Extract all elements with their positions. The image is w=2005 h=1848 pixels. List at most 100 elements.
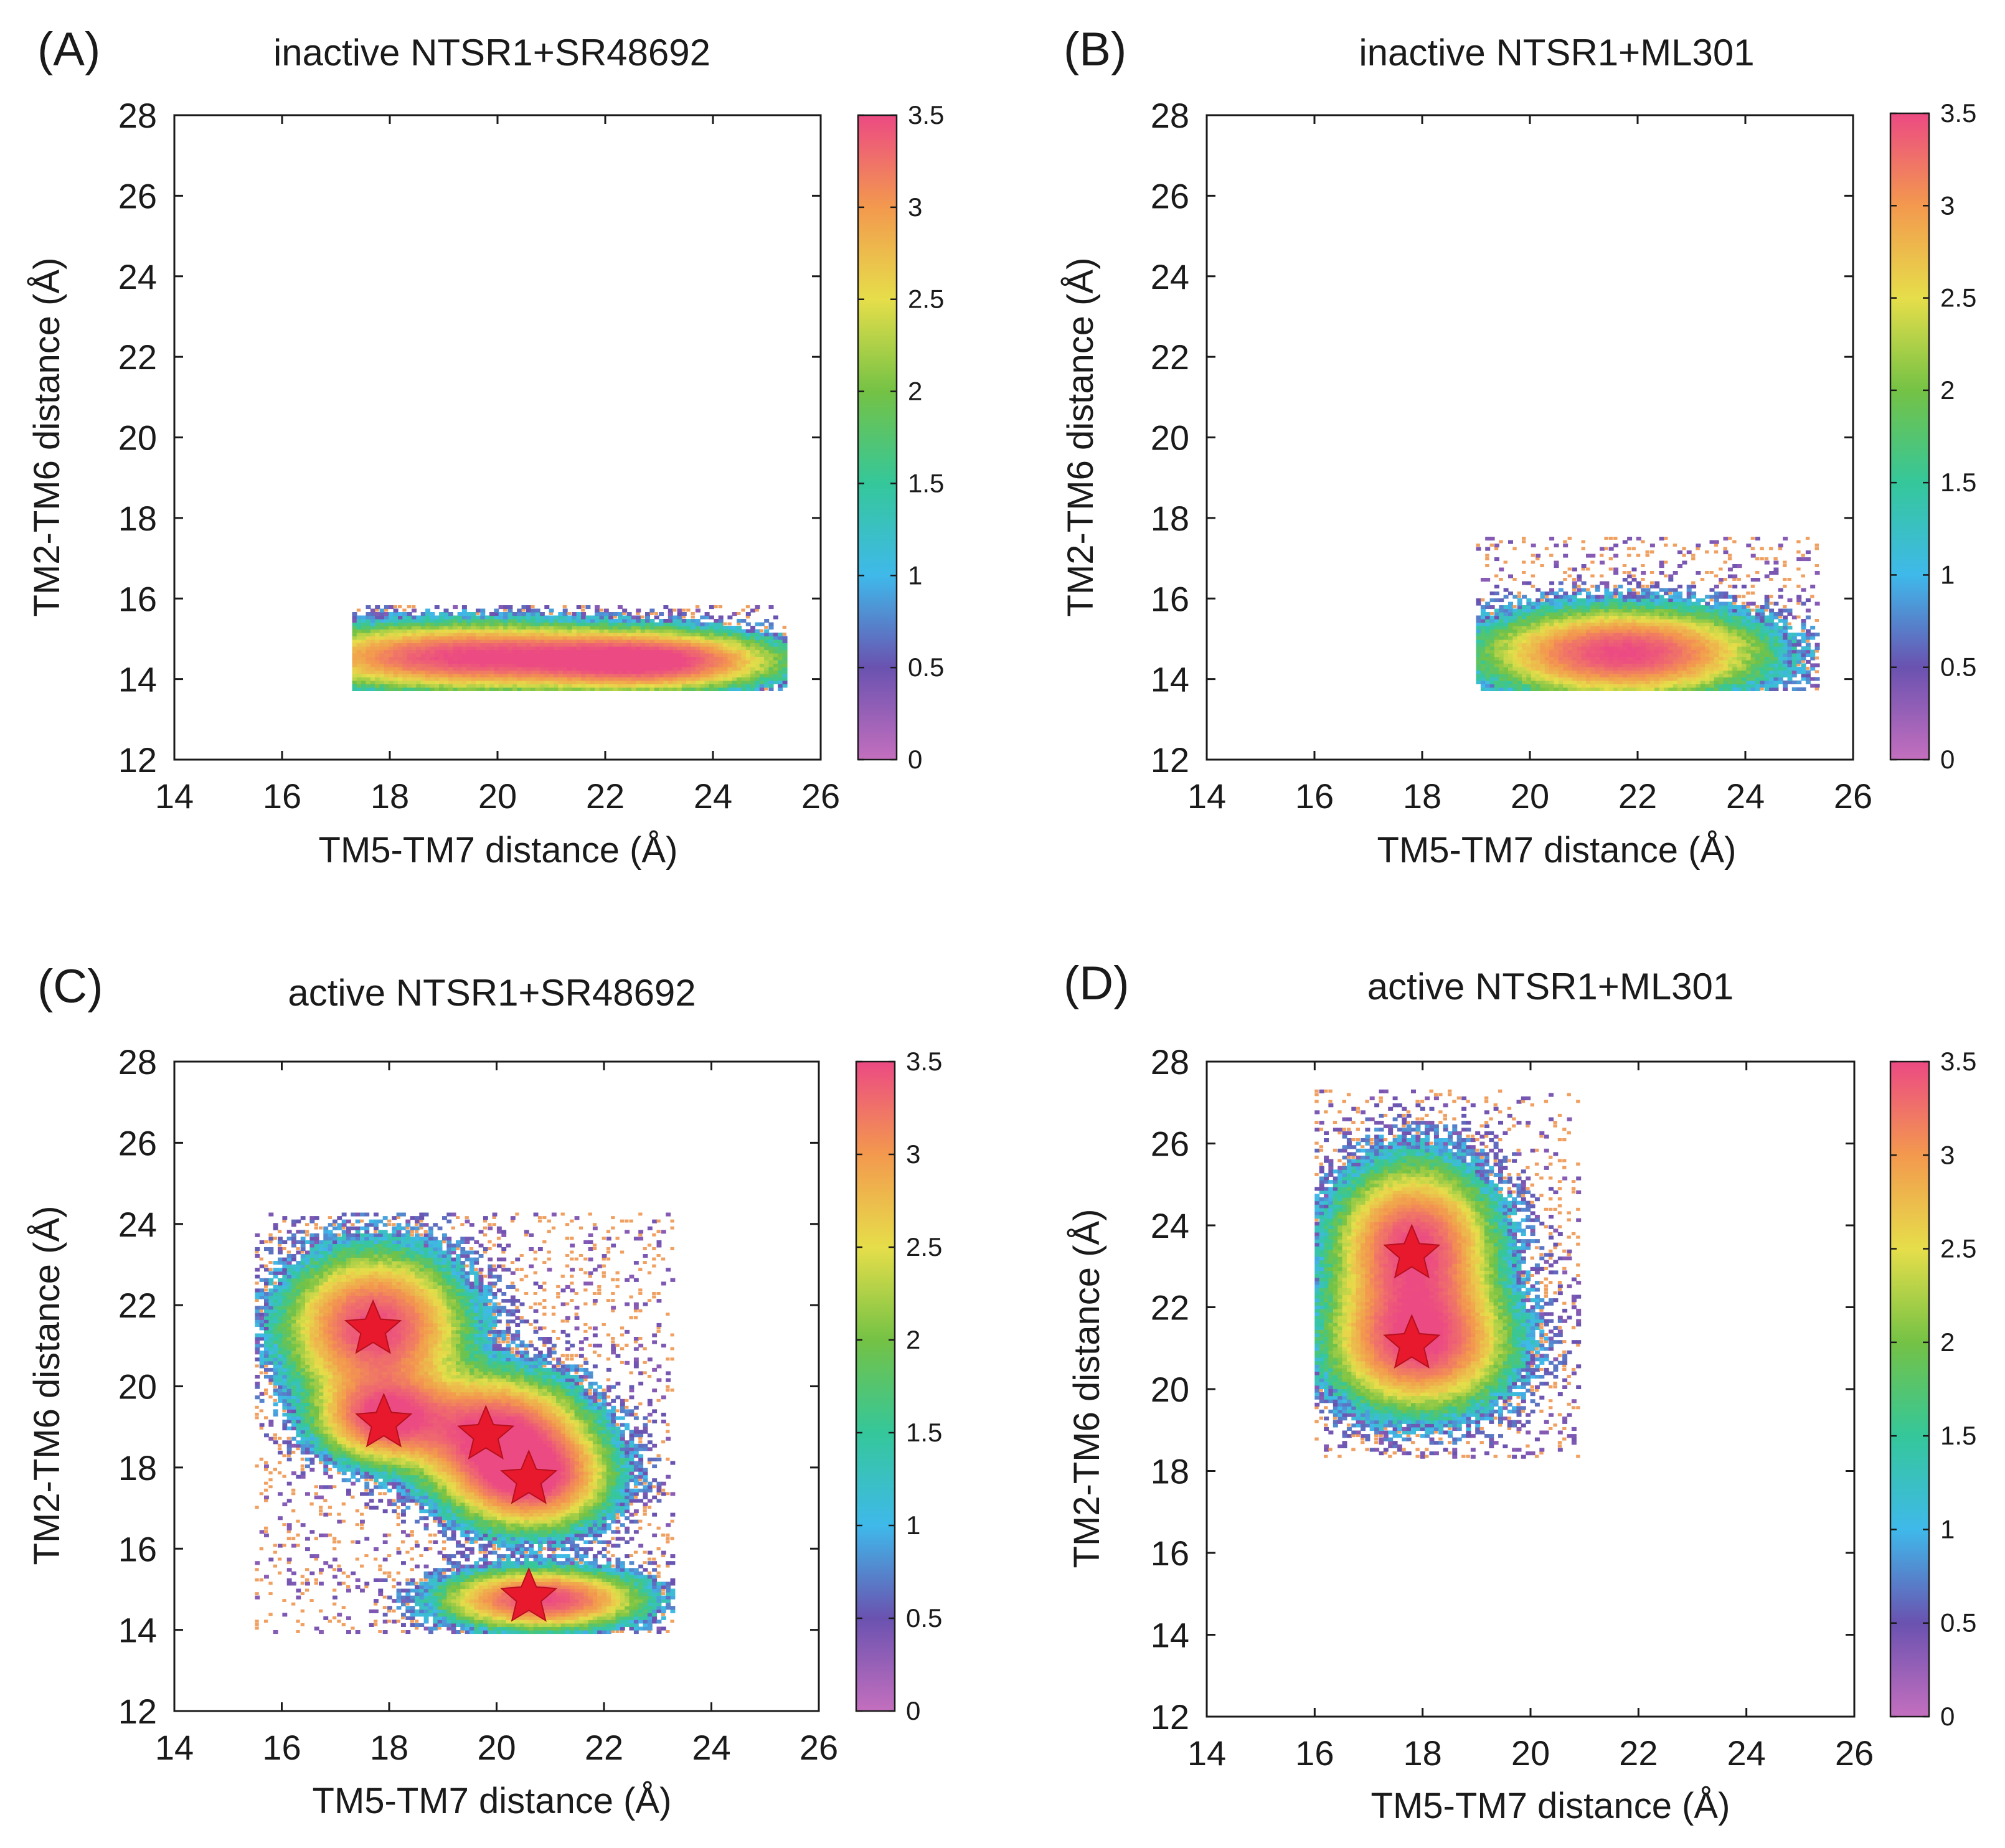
heatmap-cell [1577,578,1582,582]
heatmap-cell [507,616,512,620]
heatmap-cell [622,626,627,629]
heatmap-cell [1600,656,1605,660]
heatmap-cell [444,609,449,613]
heatmap-cell [1783,663,1788,667]
heatmap-cell [778,643,783,647]
heatmap-cell [618,623,623,626]
heatmap-cell [1549,619,1554,623]
heatmap-cell [755,609,759,612]
heatmap-cell [268,1278,273,1282]
heatmap-cell [1778,670,1783,674]
heatmap-cell [380,687,385,691]
heatmap-cell [1586,605,1591,609]
heatmap-cell [471,616,476,620]
heatmap-cell [439,687,444,691]
heatmap-cell [696,629,701,633]
heatmap-cell [421,677,426,681]
heatmap-cell [1714,602,1719,606]
heatmap-cell [714,670,719,674]
heatmap-cell [1554,626,1559,629]
heatmap-cell [1682,656,1687,660]
heatmap-cell [750,643,755,647]
heatmap-cell [531,619,535,623]
heatmap-cell [1632,602,1637,606]
heatmap-cell [723,653,728,657]
heatmap-cell [691,629,696,633]
heatmap-cell [282,1388,287,1392]
heatmap-cell [1687,660,1692,664]
heatmap-cell [535,629,540,633]
heatmap-cell [458,656,463,660]
heatmap-cell [1705,605,1710,609]
heatmap-cell [1517,629,1522,633]
heatmap-cell [273,1261,278,1265]
heatmap-cell [1673,592,1678,595]
heatmap-cell [567,670,572,674]
heatmap-cell [654,684,659,687]
heatmap-cell [641,619,646,623]
heatmap-cell [595,681,600,684]
heatmap-cell [273,1347,278,1351]
heatmap-cell [1540,653,1545,657]
heatmap-cell [1765,605,1770,609]
heatmap-cell [595,626,600,629]
heatmap-cell [600,663,605,667]
heatmap-cell [1677,684,1682,687]
heatmap-cell [1536,557,1539,560]
heatmap-cell [613,629,618,633]
heatmap-cell [641,646,646,650]
heatmap-cell [425,660,430,664]
heatmap-cell [1769,677,1774,681]
heatmap-cell [1613,656,1618,660]
heatmap-cell [682,633,687,636]
heatmap-cell [1677,670,1682,674]
heatmap-cell [663,687,668,691]
heatmap-cell [1618,660,1623,664]
heatmap-cell [705,626,710,629]
heatmap-cell [563,619,568,623]
heatmap-cell [1696,612,1701,616]
heatmap-cell [549,626,554,629]
heatmap-cell [1769,656,1774,660]
heatmap-cell [608,677,613,681]
heatmap-cell [1742,609,1747,613]
heatmap-cell [540,674,545,677]
heatmap-cell [458,626,463,629]
heatmap-cell [1801,663,1806,667]
heatmap-cell [1636,619,1641,623]
heatmap-cell [1512,609,1517,613]
heatmap-cell [1485,554,1489,557]
heatmap-cell [398,643,403,647]
y-tick-label: 14 [1151,660,1189,699]
heatmap-cell [412,609,417,613]
heatmap-cell [1490,653,1495,657]
x-tick-label: 14 [155,776,194,816]
heatmap-cell [1732,674,1737,677]
heatmap-cell [503,639,508,643]
heatmap-cell [544,660,549,664]
heatmap-cell [1512,605,1516,608]
heatmap-cell [682,623,687,626]
heatmap-cell [1508,653,1513,657]
heatmap-cell [1572,609,1577,613]
heatmap-cell [672,660,677,664]
heatmap-cell [535,670,540,674]
heatmap-cell [1806,674,1811,677]
heatmap-cell [746,623,751,626]
heatmap-cell [1714,575,1718,578]
heatmap-cell [1668,674,1673,677]
heatmap-cell [1696,547,1699,550]
heatmap-cell [554,626,559,629]
heatmap-cell [654,653,659,657]
heatmap-cell [287,1530,291,1533]
heatmap-cell [649,653,654,657]
heatmap-cell [462,677,467,681]
heatmap-cell [723,639,728,643]
heatmap-cell [287,1426,292,1430]
heatmap-cell [1595,667,1600,671]
heatmap-cell [503,674,508,677]
heatmap-cell [554,681,559,684]
heatmap-cell [1609,684,1614,687]
heatmap-cell [357,619,362,623]
heatmap-cell [672,677,677,681]
